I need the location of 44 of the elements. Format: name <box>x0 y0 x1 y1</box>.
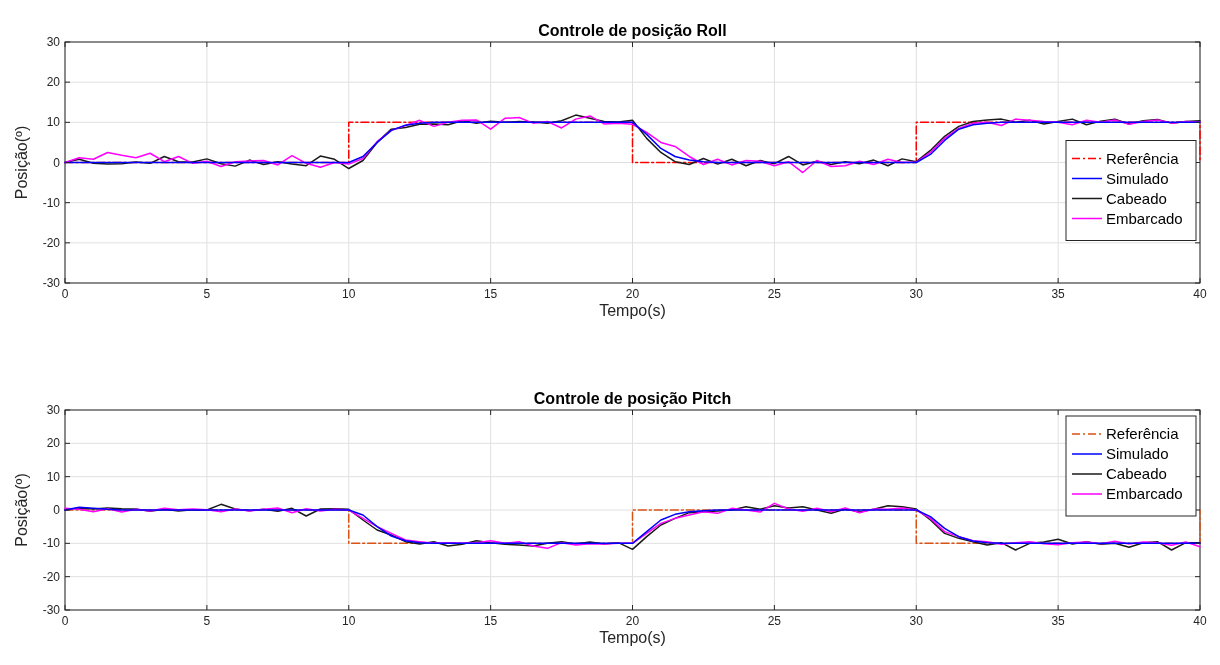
y-tick-label: -30 <box>42 276 61 290</box>
y-tick-label: 0 <box>53 503 61 517</box>
x-tick-label: 10 <box>342 287 356 301</box>
x-axis-title: Tempo(s) <box>599 302 666 319</box>
x-tick-label: 25 <box>767 287 782 301</box>
y-tick-label: -20 <box>42 569 61 584</box>
legend-label: Referência <box>1106 149 1180 167</box>
legend-label: Simulado <box>1106 445 1169 462</box>
y-tick-label: 10 <box>46 115 61 130</box>
x-tick-label: 5 <box>203 614 211 628</box>
x-tick-label: 40 <box>1193 287 1207 301</box>
x-tick-label: 40 <box>1193 614 1207 628</box>
y-tick-label: 20 <box>46 75 61 90</box>
y-tick-label: -20 <box>42 235 61 250</box>
y-tick-label: 30 <box>46 35 61 49</box>
legend-label: Cabeado <box>1106 465 1167 482</box>
y-tick-label: 30 <box>46 403 61 417</box>
y-tick-label: -10 <box>42 536 61 551</box>
x-tick-label: 30 <box>909 614 924 628</box>
y-tick-label: 0 <box>53 155 61 170</box>
x-tick-label: 15 <box>483 287 498 301</box>
legend-label: Cabeado <box>1106 189 1167 207</box>
x-axis-title: Tempo(s) <box>599 629 666 646</box>
x-tick-label: 20 <box>625 287 640 301</box>
x-tick-label: 10 <box>342 614 356 628</box>
legend-label: Referência <box>1106 425 1180 442</box>
x-tick-label: 30 <box>909 287 924 301</box>
x-tick-label: 35 <box>1051 614 1066 628</box>
y-tick-label: 20 <box>46 436 61 451</box>
x-tick-label: 20 <box>625 614 640 628</box>
x-tick-label: 5 <box>203 287 211 301</box>
chart-title: Controle de posição Pitch <box>533 390 732 407</box>
y-axis-title: Posição(º) <box>13 125 30 200</box>
y-axis-title: Posição(º) <box>13 473 30 547</box>
x-tick-label: 35 <box>1051 287 1066 301</box>
chart-title: Controle de posição Roll <box>538 22 727 39</box>
y-tick-label: -30 <box>42 603 61 617</box>
legend-label: Embarcado <box>1106 209 1183 227</box>
legend-label: Simulado <box>1106 169 1169 187</box>
x-tick-label: 25 <box>767 614 782 628</box>
y-tick-label: 10 <box>46 469 61 484</box>
legend-label: Embarcado <box>1106 485 1183 502</box>
x-tick-label: 15 <box>483 614 498 628</box>
y-tick-label: -10 <box>42 195 61 210</box>
